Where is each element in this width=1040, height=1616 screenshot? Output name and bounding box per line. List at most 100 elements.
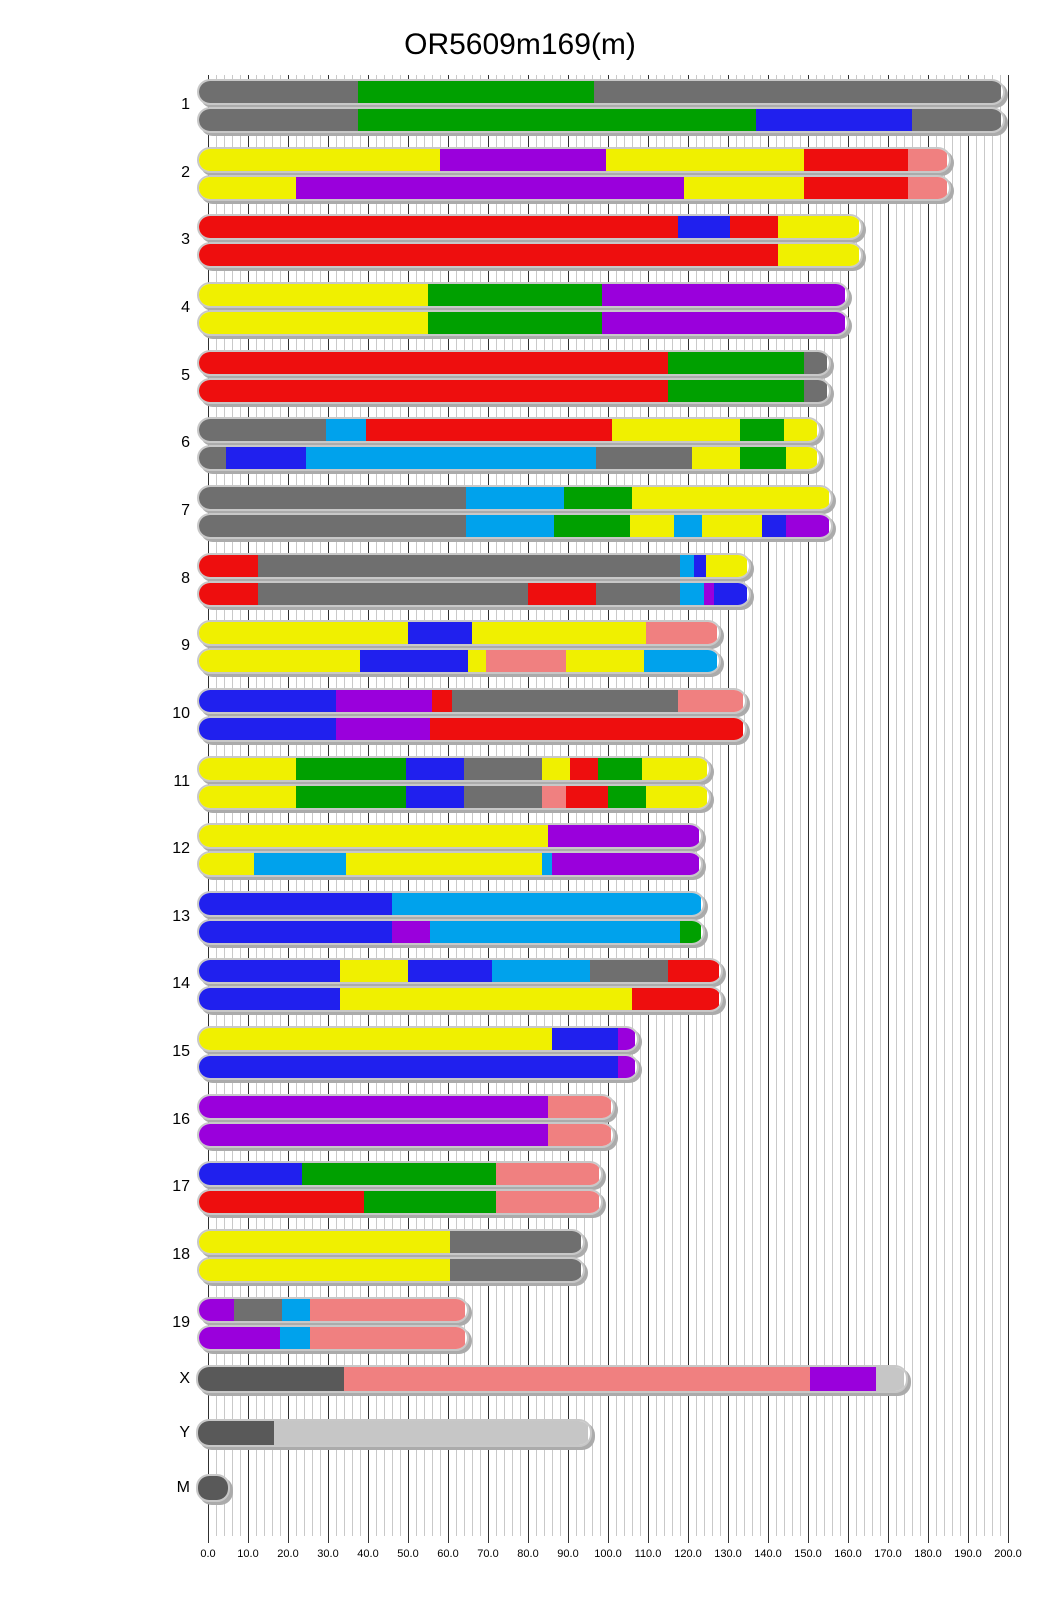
minor-gridline [936,75,937,1536]
segment-blue [408,622,472,645]
axis-tick-label: 190.0 [954,1548,982,1560]
segment-lightblue [306,447,596,470]
axis-tick-label: 100.0 [594,1548,622,1560]
chromosome-label-Y: Y [179,1424,190,1441]
segment-blue [199,689,338,712]
segment-pink [496,1163,599,1186]
segment-lightblue [466,486,564,509]
minor-gridline [1000,75,1001,1536]
chromosome-label-4: 4 [181,298,190,316]
chromosome-13-haplotype-2 [197,918,705,945]
chromosome-7-haplotype-2 [197,512,833,539]
chromosome-19-haplotype-2 [197,1324,469,1351]
major-gridline [768,75,769,1543]
minor-gridline [944,75,945,1536]
chromosome-4-haplotype-1 [197,281,849,308]
segment-green [598,757,642,780]
segment-gray [199,514,468,537]
chromosome-label-6: 6 [181,434,190,452]
chromosome-label-14: 14 [172,975,190,993]
chromosome-6-haplotype-2 [197,445,821,472]
segment-red [199,351,670,374]
segment-red [632,988,719,1011]
segment-gray [199,447,228,470]
segment-green [428,283,602,306]
axis-tick-label: 60.0 [437,1548,459,1560]
chromosome-16-haplotype-1 [197,1093,615,1120]
chromosome-label-18: 18 [172,1246,190,1264]
segment-red [199,379,670,402]
segment-blue [406,757,464,780]
segment-pink [310,1298,465,1321]
chromosome-13-haplotype-1 [197,890,705,917]
segment-blue [762,514,786,537]
segment-blue [226,447,306,470]
segment-green [740,447,786,470]
chromosome-1-haplotype-1 [197,79,1005,105]
segment-yellow [472,622,646,645]
chromosome-label-2: 2 [181,163,190,181]
chromosome-label-5: 5 [181,366,190,384]
major-gridline [728,75,729,1543]
axis-tick-label: 40.0 [357,1548,379,1560]
segment-purple [618,1028,635,1051]
chromosome-X-haplotype-1 [196,1365,908,1393]
segment-yellow [542,757,570,780]
segment-yellow [684,176,804,199]
chromosome-18-haplotype-2 [197,1257,585,1284]
chromosome-6-haplotype-1 [197,417,821,444]
chromosome-4-haplotype-2 [197,309,849,336]
axis-tick-label: 90.0 [557,1548,579,1560]
minor-gridline [976,75,977,1536]
segment-gray [258,582,528,605]
segment-lightblue [680,582,704,605]
minor-gridline [904,75,905,1536]
chromosome-9-haplotype-2 [197,648,721,675]
segment-blue [678,216,730,239]
segment-red [199,244,780,267]
axis-tick-label: 50.0 [397,1548,419,1560]
segment-green [364,1191,496,1214]
segment-lightblue [392,892,701,915]
segment-yellow [199,757,298,780]
axis-tick-label: 140.0 [754,1548,782,1560]
segment-blue [199,988,342,1011]
segment-yellow [784,419,817,442]
segment-yellow [199,283,430,306]
segment-blue [694,554,706,577]
segment-red [566,785,608,808]
segment-pink [678,689,743,712]
chromosome-label-10: 10 [172,704,190,722]
segment-lightblue [280,1326,310,1349]
segment-red [528,582,596,605]
minor-gridline [744,75,745,1536]
segment-purple [704,582,714,605]
chromosome-16-haplotype-2 [197,1121,615,1148]
chromosome-15-haplotype-1 [197,1026,639,1053]
minor-gridline [840,75,841,1536]
segment-gray [234,1298,282,1321]
chromosome-12-haplotype-2 [197,851,703,878]
minor-gridline [984,75,985,1536]
segment-lightblue [254,853,346,876]
chromosome-17-haplotype-2 [197,1189,603,1216]
segment-yellow [702,514,762,537]
segment-blue [360,650,468,673]
segment-yellow [346,853,542,876]
segment-red [668,960,719,983]
segment-lightblue [674,514,702,537]
segment-yellow [646,785,707,808]
segment-lightblue [644,650,717,673]
segment-lightblue [466,514,554,537]
segment-lightblue [282,1298,310,1321]
segment-blue [199,892,394,915]
segment-purple [199,1095,550,1118]
chromosome-label-X: X [179,1370,190,1387]
segment-green [668,379,804,402]
segment-yellow [632,486,829,509]
chromosome-label-13: 13 [172,907,190,925]
axis-tick-label: 180.0 [914,1548,942,1560]
segment-pink [344,1367,810,1391]
segment-darkgray [198,1476,228,1500]
chromosome-10-haplotype-2 [197,715,747,742]
